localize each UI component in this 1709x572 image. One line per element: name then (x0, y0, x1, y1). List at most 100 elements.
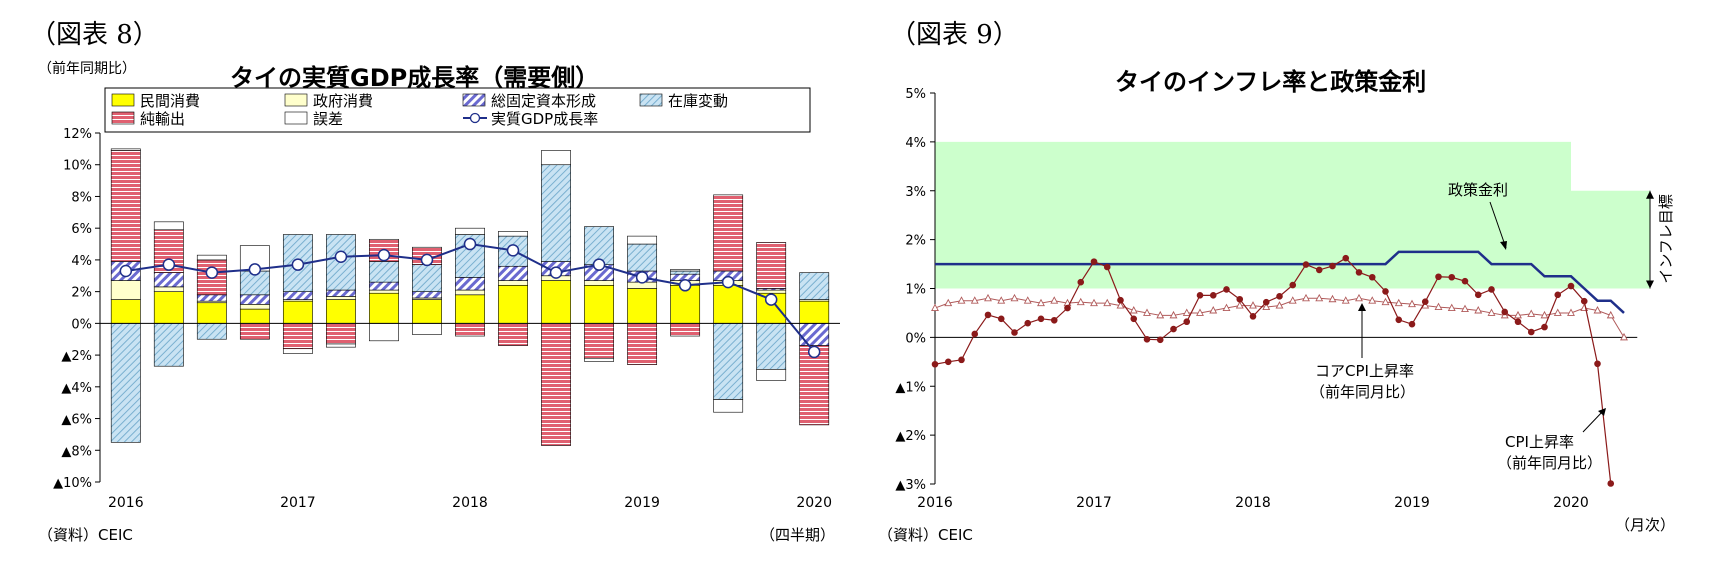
core-cpi-point (1381, 297, 1390, 306)
bar-segment-error (584, 357, 614, 362)
bar-segment-net-exports (110, 150, 141, 262)
cpi-point (1329, 262, 1336, 270)
legend-swatch (111, 93, 135, 107)
y-tick-label: 12% (63, 127, 92, 142)
right-period-unit: （月次） (1615, 516, 1676, 534)
policy-rate-arrowhead (1500, 241, 1507, 250)
gdp-growth-point (162, 258, 176, 271)
core-cpi-point (1249, 301, 1257, 309)
bar-segment-net-exports (713, 194, 744, 272)
cpi-point (1527, 328, 1535, 336)
core-cpi-point (1487, 308, 1496, 316)
cpi-annotation-1: CPI上昇率 (1505, 433, 1574, 451)
left-chart-title: タイの実質GDP成長率（需要側） (230, 64, 600, 92)
left-unit-label: （前年同期比） (38, 61, 136, 77)
core-cpi-point (1129, 306, 1138, 314)
policy-rate-line (935, 250, 1625, 314)
legend-label: 純輸出 (140, 110, 185, 128)
x-year-label: 2020 (796, 495, 832, 511)
bar-segment-private-consumption (713, 284, 744, 324)
y-tick-label: 8% (71, 190, 92, 205)
cpi-point (1448, 273, 1456, 281)
cpi-point (1050, 316, 1058, 324)
gdp-growth-point (334, 250, 348, 263)
y-tick-label: ▲1% (895, 380, 926, 395)
bar-segment-inventory (713, 323, 744, 400)
legend-box (104, 87, 811, 133)
core-cpi-point (1355, 293, 1363, 302)
gdp-growth-point (377, 248, 391, 262)
bar-segment-net-exports (756, 242, 787, 289)
cpi-point (1223, 286, 1230, 293)
cpi-point (1541, 323, 1548, 331)
cpi-point (1461, 277, 1469, 285)
core-cpi-point (1341, 296, 1350, 304)
inflation-target-label: インフレ目標 (1657, 194, 1675, 284)
core-cpi-point (1368, 296, 1377, 304)
cpi-point (1355, 269, 1363, 276)
y-tick-label: 4% (905, 136, 926, 151)
legend-label: 実質GDP成長率 (491, 110, 598, 128)
cpi-point (997, 315, 1005, 323)
core-cpi-point (1169, 310, 1178, 319)
gdp-growth-point (463, 237, 477, 251)
core-cpi-point (1103, 298, 1112, 307)
cpi-point (1474, 291, 1482, 299)
cpi-point (1236, 295, 1244, 303)
core-cpi-point (1620, 332, 1628, 341)
bar-segment-private-consumption (584, 284, 614, 324)
legend-label: 誤差 (313, 110, 343, 128)
cpi-point (1315, 266, 1323, 274)
cpi-point (1289, 281, 1297, 289)
y-tick-label: ▲4% (61, 381, 92, 396)
core-cpi-point (1182, 308, 1191, 316)
policy-rate-pointer (1489, 201, 1507, 249)
y-tick-label: ▲10% (53, 476, 92, 491)
y-tick-label: 3% (905, 185, 926, 200)
cpi-point (1103, 263, 1111, 271)
core-cpi-point (1328, 294, 1337, 303)
cpi-point (1183, 318, 1191, 326)
x-year-label: 2020 (1553, 495, 1589, 511)
cpi-point (1064, 304, 1071, 312)
bar-segment-net-exports (799, 345, 830, 426)
legend-label: 政府消費 (313, 92, 373, 110)
core-cpi-point (1447, 303, 1456, 311)
core-cpi-point (997, 296, 1006, 304)
bar-segment-private-consumption (670, 284, 701, 324)
bar-segment-error (627, 235, 658, 245)
target-bracket-bottom-arrow (1646, 280, 1654, 289)
core-cpi-point (984, 293, 992, 302)
x-year-label: 2016 (108, 495, 144, 511)
cpi-point (1514, 318, 1522, 326)
gdp-growth-point (549, 266, 563, 279)
core-cpi-point (1275, 301, 1284, 309)
bar-segment-private-consumption (153, 291, 184, 324)
core-cpi-point (1235, 301, 1244, 309)
core-cpi-point (1037, 298, 1045, 307)
y-tick-label: ▲8% (61, 444, 92, 459)
cpi-point (1342, 254, 1350, 262)
x-year-label: 2019 (624, 495, 660, 511)
legend-label: 民間消費 (140, 92, 200, 110)
cpi-point (971, 330, 979, 338)
bar-segment-error (153, 221, 184, 231)
bar-segment-error (110, 148, 141, 151)
bar-segment-net-exports (584, 323, 614, 359)
bar-segment-inventory (412, 264, 442, 292)
core-cpi-point (970, 296, 979, 304)
core-cpi-point (1010, 293, 1019, 302)
gdp-growth-point (248, 263, 262, 276)
cpi-arrowhead (1598, 408, 1606, 416)
bar-segment-inventory (584, 226, 614, 265)
inflation-target-band (935, 141, 1571, 289)
gdp-growth-point (635, 271, 649, 284)
bar-segment-private-consumption (627, 288, 658, 324)
bar-segment-error (196, 254, 227, 261)
bar-segment-error (756, 369, 787, 381)
cpi-point (1037, 315, 1045, 323)
y-tick-label: 0% (905, 331, 926, 346)
right-source: （資料）CEIC (878, 526, 973, 544)
gdp-growth-point (592, 258, 606, 271)
